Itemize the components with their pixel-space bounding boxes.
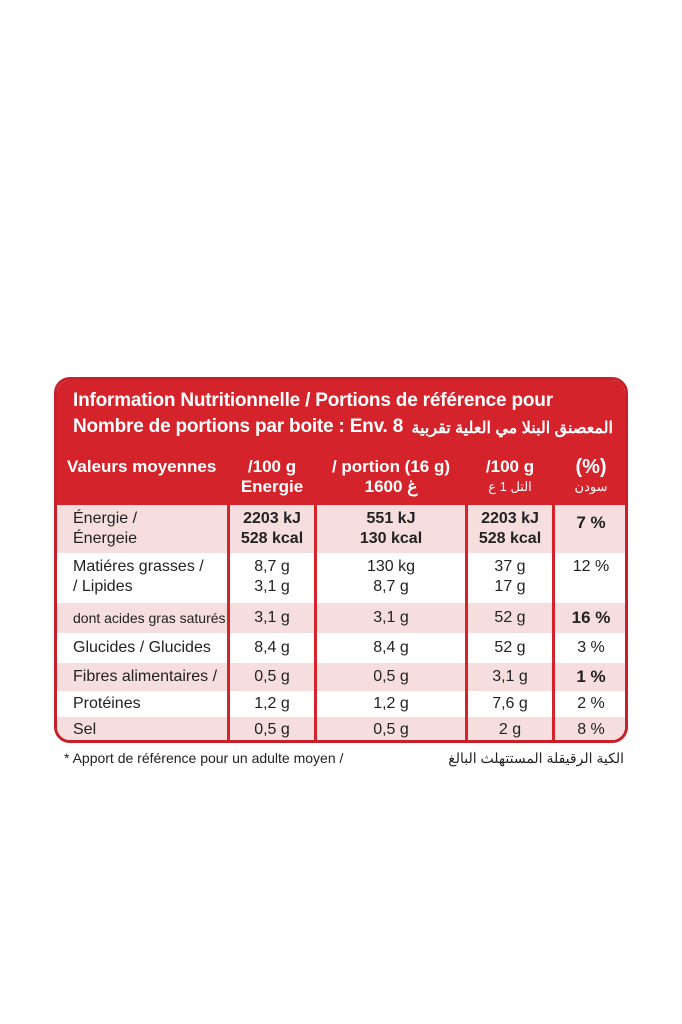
row-portion: 8,4 g	[373, 639, 409, 656]
row-per100g-ar-line1: 37 g	[494, 558, 526, 575]
row-name: Énergie / Énergeie	[73, 509, 233, 549]
row-per100g-ar: 52 g	[494, 639, 526, 656]
row-portion: 1,2 g	[373, 695, 409, 712]
row-per100g-ar: 37 g 17 g	[468, 557, 552, 597]
col-header-percent: (%) سودن	[555, 453, 625, 509]
row-name: Protéines	[73, 695, 141, 712]
header-arabic: المعصنق البنلا مي العلية تقربية	[411, 420, 613, 437]
row-per100g-ar: 2 g	[498, 721, 522, 738]
row-portion-line1: 551 kJ	[366, 510, 416, 527]
column-divider	[465, 453, 468, 740]
row-per100g: 0,5 g	[254, 668, 290, 685]
row-per100g-line2: 528 kcal	[240, 530, 304, 547]
row-per100g-ar: 2203 kJ 528 kcal	[468, 509, 552, 549]
row-portion: 551 kJ 130 kcal	[317, 509, 465, 549]
row-percent: 1 %	[576, 667, 606, 686]
row-portion: 0,5 g	[373, 721, 409, 738]
col-header-per100g: /100 g Energie	[230, 453, 314, 509]
row-portion-line1: 130 kg	[366, 558, 416, 575]
col-header-per100g-top: /100 g	[247, 457, 297, 476]
row-name-line1: Matiéres grasses /	[73, 558, 204, 575]
row-portion: 3,1 g	[373, 609, 409, 626]
row-percent: 8 %	[577, 721, 605, 738]
nutrition-label: Information Nutritionnelle / Portions de…	[54, 377, 628, 743]
row-per100g-line1: 2203 kJ	[243, 510, 301, 527]
table-row: Matiéres grasses / / Lipides 8,7 g 3,1 g…	[57, 553, 625, 603]
col-header-per100g-ar: /100 g التل 1 ع	[468, 453, 552, 509]
row-name: Fibres alimentaires /	[73, 668, 218, 685]
header-portions: Nombre de portions par boite : Env. 8	[73, 416, 404, 437]
row-portion-line2: 130 kcal	[359, 530, 423, 547]
column-divider	[552, 453, 555, 740]
row-portion-line2: 8,7 g	[373, 578, 409, 595]
column-headers: Valeurs moyennes /100 g Energie / portio…	[57, 453, 625, 505]
footnote: * Apport de référence pour un adulte moy…	[64, 750, 624, 766]
row-per100g-ar-line1: 2203 kJ	[481, 510, 539, 527]
table-row: Glucides / Glucides 8,4 g 8,4 g 52 g 3 %	[57, 633, 625, 663]
footnote-text: * Apport de référence pour un adulte moy…	[64, 750, 344, 766]
table-row: Fibres alimentaires / 0,5 g 0,5 g 3,1 g …	[57, 663, 625, 691]
row-percent: 7 %	[576, 513, 606, 532]
row-name-line1: Énergie /	[73, 510, 138, 527]
row-per100g: 0,5 g	[254, 721, 290, 738]
table-row: Protéines 1,2 g 1,2 g 7,6 g 2 %	[57, 691, 625, 717]
label-header: Information Nutritionnelle / Portions de…	[57, 380, 625, 453]
row-name: dont acides gras saturés	[73, 610, 226, 626]
row-per100g-ar-line2: 17 g	[494, 578, 526, 595]
col-header-per100g-ar-top: /100 g	[485, 457, 535, 476]
row-percent: 3 %	[577, 639, 605, 656]
row-per100g-ar: 7,6 g	[492, 695, 528, 712]
row-portion: 0,5 g	[373, 668, 409, 685]
row-name: Glucides / Glucides	[73, 639, 211, 656]
row-percent: 2 %	[577, 695, 605, 712]
row-name: Matiéres grasses / / Lipides	[73, 557, 233, 597]
row-per100g-ar: 52 g	[494, 609, 526, 626]
row-per100g: 3,1 g	[254, 609, 290, 626]
col-header-values: Valeurs moyennes	[67, 457, 217, 476]
row-portion: 130 kg 8,7 g	[317, 557, 465, 597]
col-header-per100g-ar-bottom: التل 1 ع	[488, 479, 532, 494]
row-percent: 16 %	[571, 608, 611, 627]
row-per100g: 2203 kJ 528 kcal	[230, 509, 314, 549]
row-per100g: 8,4 g	[254, 639, 290, 656]
column-divider	[314, 453, 317, 740]
row-percent: 12 %	[572, 558, 610, 575]
row-name-line2: Énergeie	[73, 530, 138, 547]
column-divider	[227, 453, 230, 740]
row-name: Sel	[73, 721, 97, 738]
col-header-percent-top: (%)	[575, 456, 607, 478]
col-header-portion-top: / portion (16 g)	[331, 457, 451, 476]
col-header-per100g-bottom: Energie	[240, 477, 304, 496]
col-header-percent-bottom: سودن	[574, 479, 608, 494]
row-per100g: 8,7 g 3,1 g	[230, 557, 314, 597]
row-per100g-ar-line2: 528 kcal	[478, 530, 542, 547]
row-name-line2: / Lipides	[73, 578, 133, 595]
row-per100g-ar: 3,1 g	[492, 668, 528, 685]
footnote-arabic: الكية الرقيقلة المستتهلث البالغ	[448, 750, 624, 766]
col-header-portion: / portion (16 g) 1600 غ	[317, 453, 465, 509]
table-row: dont acides gras saturés 3,1 g 3,1 g 52 …	[57, 603, 625, 633]
row-per100g-line2: 3,1 g	[254, 578, 290, 595]
col-header-portion-bottom: 1600 غ	[364, 477, 418, 496]
table-row: Sel 0,5 g 0,5 g 2 g 8 %	[57, 717, 625, 740]
row-per100g: 1,2 g	[254, 695, 290, 712]
table-row: Énergie / Énergeie 2203 kJ 528 kcal 551 …	[57, 505, 625, 553]
header-title: Information Nutritionnelle / Portions de…	[73, 390, 553, 411]
row-per100g-line1: 8,7 g	[254, 558, 290, 575]
